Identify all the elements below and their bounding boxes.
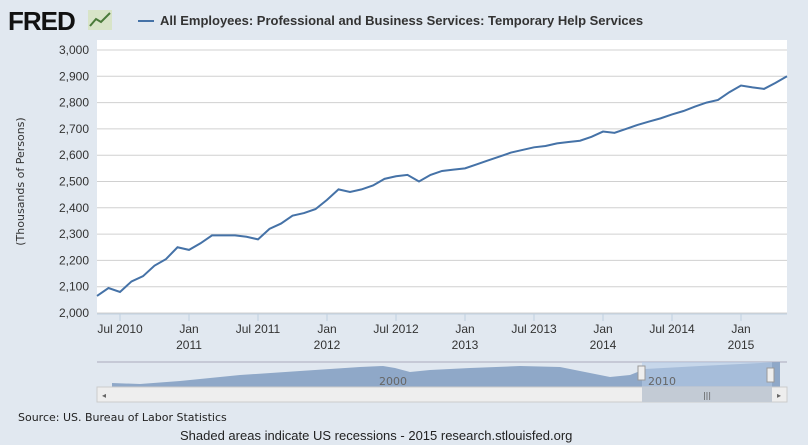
footer-text: Shaded areas indicate US recessions - 20… [180,428,573,443]
x-tick-label: Jul 2013 [511,322,557,336]
x-tick-label: Jan [593,322,612,336]
x-tick-label: Jul 2011 [236,322,281,336]
y-tick-label: 2,500 [59,175,89,189]
legend-swatch [138,19,154,22]
source-text: Source: US. Bureau of Labor Statistics [18,411,227,424]
x-tick-label: Jan [317,322,336,336]
y-tick-label: 2,100 [59,280,89,294]
y-tick-label: 2,200 [59,253,89,267]
scrollbar-track[interactable] [96,386,788,403]
navigator[interactable]: 2000 2010 ◂ ▸ ||| [96,361,788,403]
navigator-right-handle[interactable] [766,367,775,383]
navigator-area [112,362,780,387]
y-tick-label: 2,400 [59,201,89,215]
navigator-year-label: 2000 [379,375,407,388]
x-tick-year-label: 2012 [314,338,341,352]
scrollbar-thumb[interactable] [642,387,772,402]
header: FRED All Employees: Professional and Bus… [0,0,808,38]
y-tick-label: 3,000 [59,43,89,57]
chart-logo-icon [88,10,112,30]
y-tick-label: 2,700 [59,122,89,136]
navigator-left-handle[interactable] [637,365,646,381]
x-tick-label: Jul 2012 [373,322,419,336]
plot-area [97,40,787,314]
y-tick-label: 2,000 [59,306,89,320]
navigator-selection[interactable] [642,362,772,387]
x-tick-label: Jan [731,322,750,336]
navigator-year-label: 2010 [648,375,676,388]
x-tick-year-label: 2015 [728,338,755,352]
x-tick-year-label: 2013 [452,338,479,352]
x-tick-label: Jul 2014 [649,322,695,336]
scroll-right-arrow-icon[interactable]: ▸ [777,391,781,400]
scrollbar-grip-icon: ||| [703,391,711,400]
x-tick-year-label: 2014 [590,338,617,352]
fred-logo: FRED [8,6,76,36]
legend[interactable]: All Employees: Professional and Business… [138,13,643,28]
y-axis-label: (Thousands of Persons) [14,117,27,245]
x-tick-label: Jan [179,322,198,336]
scroll-left-arrow-icon[interactable]: ◂ [102,391,106,400]
y-tick-label: 2,300 [59,227,89,241]
y-tick-label: 2,900 [59,69,89,83]
x-tick-label: Jan [455,322,474,336]
y-tick-label: 2,800 [59,96,89,110]
x-tick-year-label: 2011 [176,338,202,352]
y-tick-label: 2,600 [59,148,89,162]
legend-label: All Employees: Professional and Business… [160,13,644,28]
x-tick-label: Jul 2010 [97,322,143,336]
